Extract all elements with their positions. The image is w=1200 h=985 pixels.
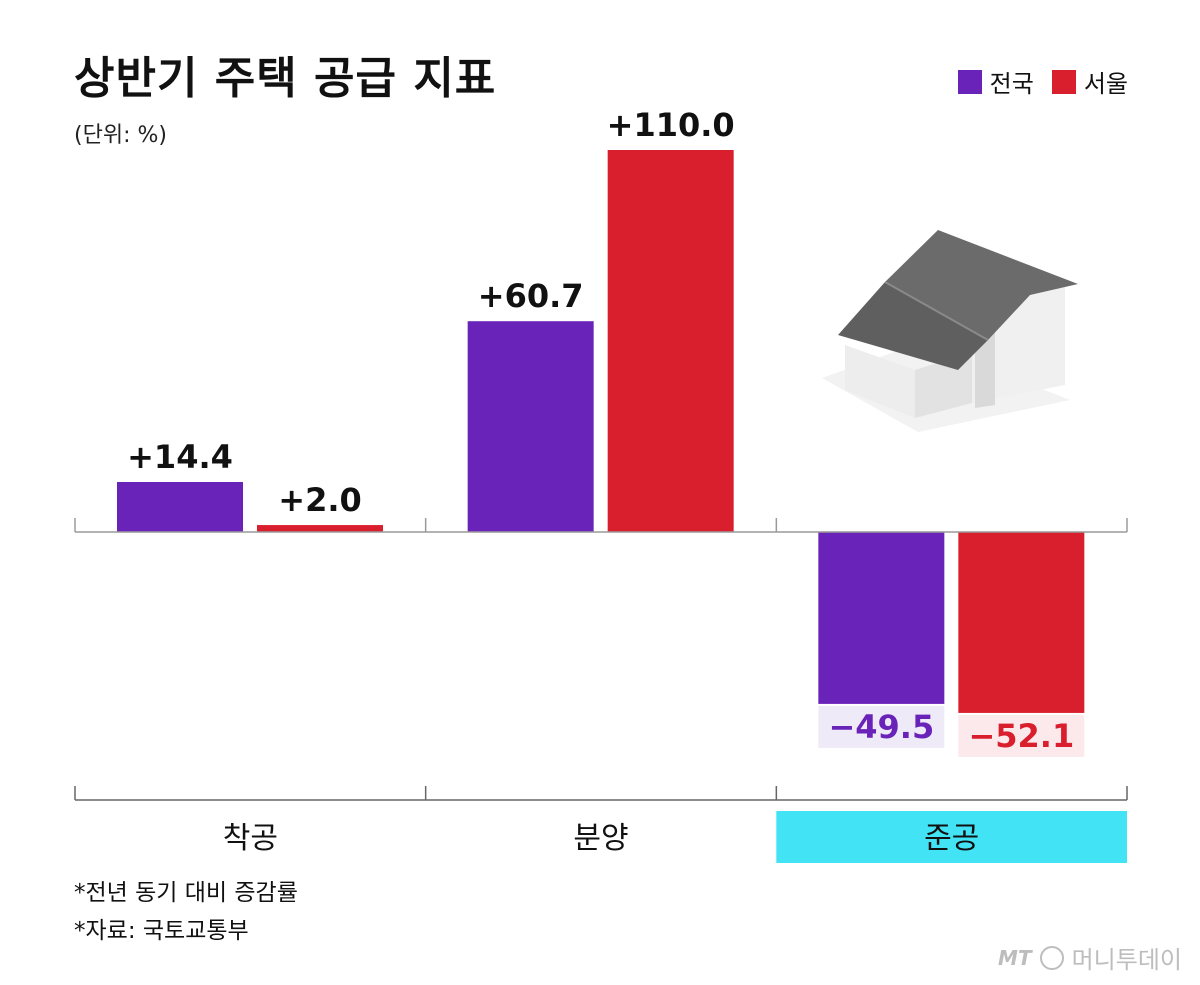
legend-label-series1: 서울 bbox=[1083, 70, 1128, 98]
bar bbox=[818, 532, 945, 704]
legend-item-series1: 서울 bbox=[1051, 64, 1128, 99]
data-label: +110.0 bbox=[607, 106, 735, 144]
data-label: +60.7 bbox=[478, 277, 584, 315]
legend-swatch-series0 bbox=[957, 69, 982, 94]
data-label-bg bbox=[958, 714, 1085, 757]
x-tick-label: 착공 bbox=[223, 821, 278, 856]
legend-label-series0: 전국 bbox=[989, 70, 1034, 98]
chart-title: 상반기 주택 공급 지표 bbox=[74, 53, 497, 104]
watermark-circle-icon bbox=[1039, 945, 1064, 970]
data-label: −49.5 bbox=[828, 708, 934, 746]
data-label: +14.4 bbox=[127, 438, 233, 476]
data-label-bg bbox=[818, 705, 945, 748]
legend-item-series0: 전국 bbox=[957, 64, 1034, 99]
bar bbox=[257, 525, 383, 532]
x-tick-label: 분양 bbox=[573, 821, 628, 856]
bar bbox=[467, 321, 594, 532]
bar bbox=[958, 532, 1085, 713]
watermark-logo: MT bbox=[998, 945, 1032, 970]
footnote-basis: *전년 동기 대비 증감률 bbox=[74, 880, 298, 906]
bar bbox=[117, 481, 243, 532]
legend: 전국 서울 bbox=[950, 64, 1128, 99]
x-tick-label: 준공 bbox=[924, 821, 979, 856]
house-icon bbox=[822, 230, 1078, 432]
data-label: +2.0 bbox=[278, 481, 362, 519]
footnote-source: *자료: 국토교통부 bbox=[74, 918, 249, 944]
footnotes: *전년 동기 대비 증감률 *자료: 국토교통부 bbox=[74, 874, 298, 950]
unit-label: (단위: %) bbox=[74, 123, 167, 148]
bar bbox=[607, 150, 734, 532]
data-label: −52.1 bbox=[968, 717, 1074, 755]
highlight-band bbox=[776, 811, 1127, 863]
legend-swatch-series1 bbox=[1051, 69, 1076, 94]
watermark: MT 머니투데이 bbox=[998, 940, 1182, 975]
watermark-text: 머니투데이 bbox=[1071, 946, 1182, 974]
